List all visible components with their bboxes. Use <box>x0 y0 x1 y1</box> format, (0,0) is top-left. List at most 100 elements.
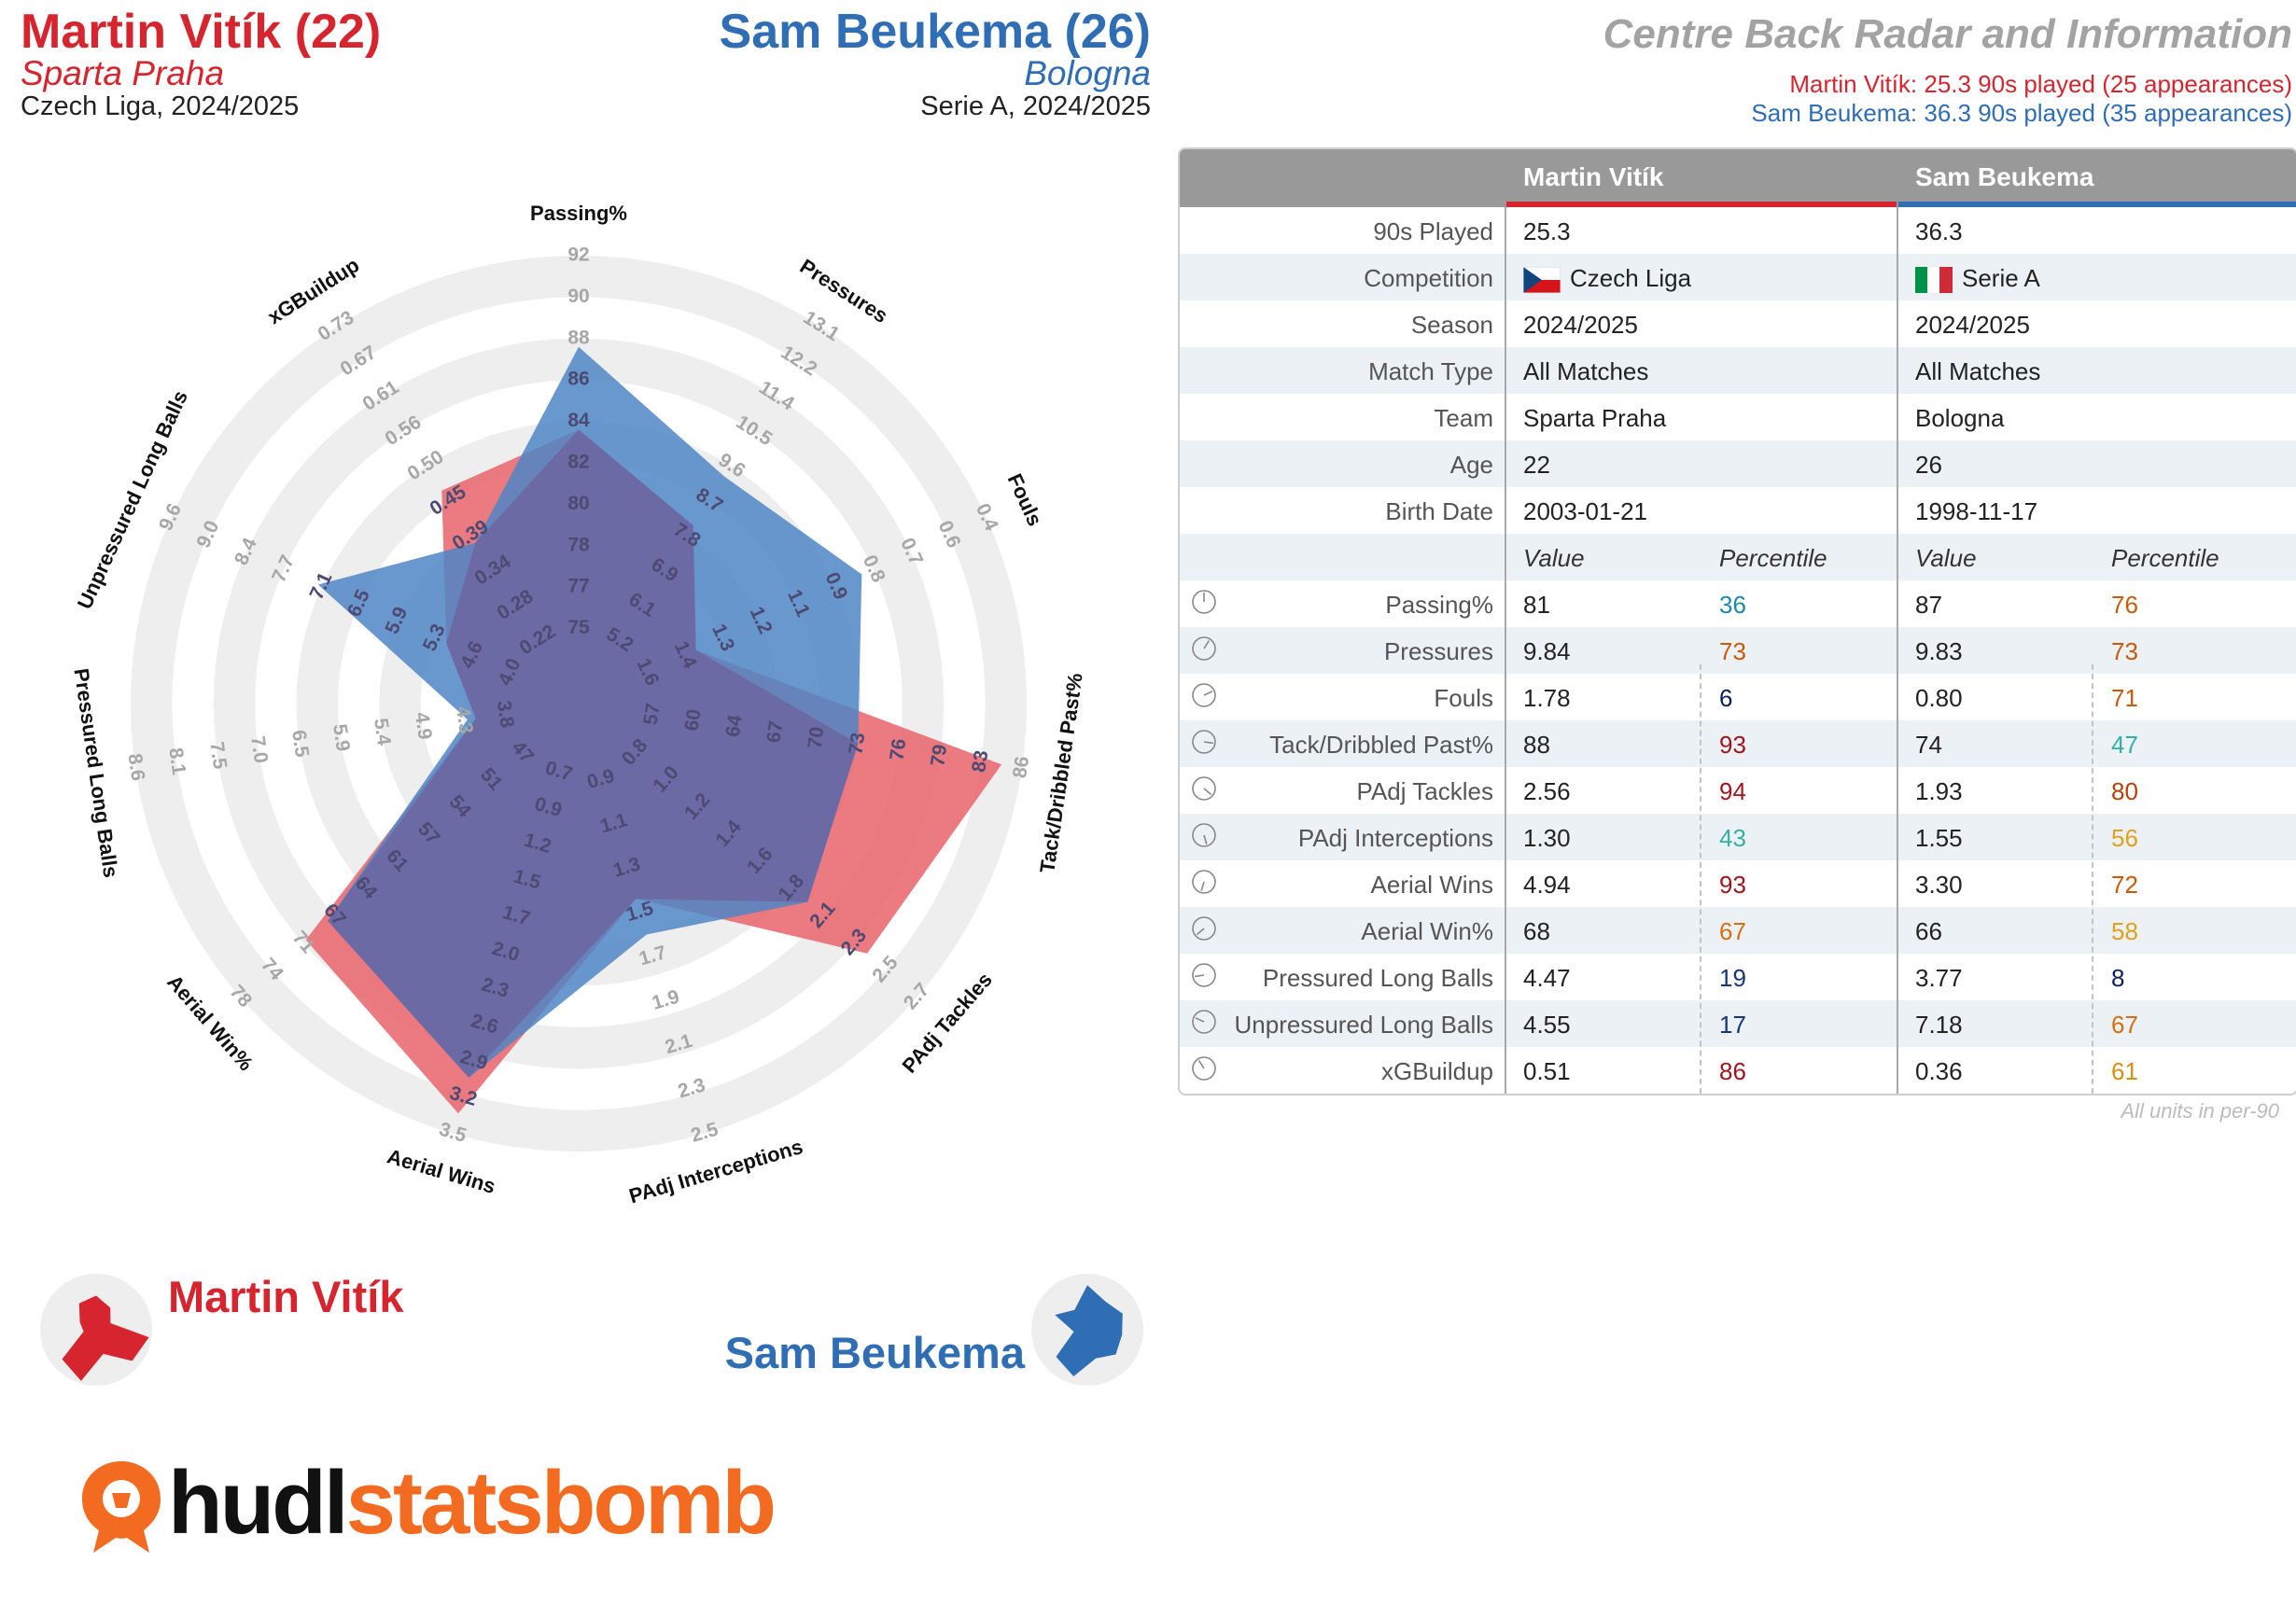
metric-gauge-icon <box>1191 1009 1217 1035</box>
metric-label: Aerial Wins <box>1370 871 1493 899</box>
metric-label: xGBuildup <box>1381 1057 1493 1085</box>
metric-label: Passing% <box>1385 591 1493 619</box>
player2-value: Serie A <box>1915 264 2040 294</box>
metric-axis-label: Aerial Wins <box>385 1144 498 1198</box>
metric-label: PAdj Tackles <box>1356 777 1493 805</box>
table-row: Unpressured Long Balls 4.55 17 7.18 67 <box>1180 1000 2296 1047</box>
tick-label: 82 <box>567 452 589 473</box>
table-row: PAdj Interceptions 1.30 43 1.55 56 <box>1180 814 2296 860</box>
player1-percentile: 67 <box>1719 917 1746 945</box>
player1-percentile: 17 <box>1719 1011 1746 1039</box>
player1-percentile: 94 <box>1719 777 1746 805</box>
metric-gauge-icon <box>1191 962 1217 988</box>
row-label: Match Type <box>1368 357 1493 385</box>
metric-axis-label: Passing% <box>530 202 627 225</box>
player1-value: 1.78 <box>1523 684 1571 712</box>
metric-axis-label: Tack/Dribbled Past% <box>1035 672 1087 874</box>
player1-minutes: Martin Vitík: 25.3 90s played (25 appear… <box>1789 70 2292 98</box>
player1-color-bar <box>1506 202 1897 207</box>
player2-percentile: 67 <box>2111 1011 2138 1039</box>
tick-label: 92 <box>567 244 589 266</box>
player1-percentile: 36 <box>1719 591 1746 619</box>
player2-competition-text: Serie A <box>1962 264 2040 292</box>
table-row: Fouls 1.78 6 0.80 71 <box>1180 674 2296 720</box>
player2-value: 87 <box>1915 591 1942 619</box>
metric-label: Pressured Long Balls <box>1262 964 1493 992</box>
metric-label: Fouls <box>1434 684 1493 712</box>
column-divider <box>1897 207 1898 1094</box>
player1-value: 25.3 <box>1523 217 1571 245</box>
player1-value: 88 <box>1523 731 1550 759</box>
player2-value: 1998-11-17 <box>1915 497 2038 525</box>
tick-label: 64 <box>722 713 747 738</box>
tick-label: 3.8 <box>493 699 518 729</box>
metric-gauge-icon <box>1191 589 1217 615</box>
tick-label: 75 <box>567 617 590 638</box>
player1-percentile: 73 <box>1719 637 1746 665</box>
player2-value: 0.80 <box>1915 684 1963 712</box>
player1-title: Martin Vitík (22) <box>21 5 382 59</box>
player1-percentile: 6 <box>1719 684 1733 712</box>
tick-label: 90 <box>567 286 589 307</box>
player2-radar-icon <box>1031 1274 1143 1386</box>
metric-gauge-icon <box>1191 775 1217 802</box>
table-header: Martin Vitík Sam Beukema <box>1180 149 2296 207</box>
value-percentile-divider <box>2092 664 2093 1094</box>
tick-label: 60 <box>681 707 706 732</box>
row-label: Birth Date <box>1385 497 1493 525</box>
metric-gauge-icon <box>1191 1055 1217 1082</box>
player1-competition: Czech Liga, 2024/2025 <box>21 91 300 121</box>
metric-label: PAdj Interceptions <box>1297 824 1493 852</box>
logo-hudl: hudl <box>168 1453 349 1553</box>
tick-label: 73 <box>845 732 869 756</box>
player1-value: 1.30 <box>1523 824 1571 852</box>
series-overlap <box>328 429 859 1078</box>
player1-percentile: 19 <box>1719 964 1746 992</box>
table-row: PAdj Tackles 2.56 94 1.93 80 <box>1180 767 2296 814</box>
tick-label: 5.4 <box>370 717 395 747</box>
table-header-player1: Martin Vitík <box>1523 162 1664 191</box>
tick-label: 4.9 <box>411 711 436 741</box>
statsbomb-logo: hudlstatsbomb <box>168 1452 777 1555</box>
row-label: Age <box>1449 451 1493 479</box>
table-header-player2: Sam Beukema <box>1915 162 2094 191</box>
statsbomb-logo-icon <box>82 1461 161 1553</box>
tick-label: 70 <box>804 725 828 749</box>
player1-value: 2003-01-21 <box>1523 497 1647 525</box>
table-row: Aerial Win% 68 67 66 58 <box>1180 907 2296 954</box>
czech-flag-icon <box>1522 266 1561 294</box>
player2-percentile: 72 <box>2111 871 2138 899</box>
logo-statsbomb: statsbomb <box>345 1453 777 1553</box>
tick-label: 5.9 <box>329 722 354 752</box>
units-note: All units in per-90 <box>2121 1099 2279 1123</box>
player2-percentile: 8 <box>2111 964 2125 992</box>
tick-label: 88 <box>567 327 590 348</box>
metric-gauge-icon <box>1191 915 1217 942</box>
info-table: Martin Vitík Sam Beukema 90s Played 25.3 3… <box>1178 147 2296 1096</box>
player1-value: All Matches <box>1523 357 1649 385</box>
player2-competition: Serie A, 2024/2025 <box>920 91 1151 121</box>
table-row: Team Sparta Praha Bologna <box>1180 394 2296 440</box>
player2-value: 0.36 <box>1915 1057 1963 1085</box>
player1-radar-icon <box>40 1274 152 1386</box>
metric-axis-label: Pressured Long Balls <box>69 667 122 879</box>
player1-value: Sparta Praha <box>1523 404 1667 432</box>
player1-competition-text: Czech Liga <box>1570 264 1692 292</box>
subheader-value: Value <box>1915 544 1977 572</box>
legend-player1: Martin Vitík <box>168 1272 404 1321</box>
player2-value: 1.55 <box>1915 824 1963 852</box>
player2-percentile: 61 <box>2111 1057 2138 1085</box>
player1-value: 4.47 <box>1523 964 1571 992</box>
player2-value: 7.18 <box>1915 1011 1963 1039</box>
subheader-percentile: Percentile <box>1719 544 1827 572</box>
player2-value: Bologna <box>1915 404 2005 432</box>
metric-axis-label: Fouls <box>1003 470 1047 530</box>
player2-value: All Matches <box>1915 357 2041 385</box>
tick-label: 57 <box>640 702 665 726</box>
player2-percentile: 47 <box>2111 731 2138 759</box>
tick-label: 8.6 <box>123 752 148 782</box>
report-title: Centre Back Radar and Information <box>1603 11 2292 57</box>
table-row: Tack/Dribbled Past% 88 93 74 47 <box>1180 720 2296 767</box>
table-row: Passing% 81 36 87 76 <box>1180 580 2296 627</box>
italy-flag-icon <box>1915 267 1953 294</box>
